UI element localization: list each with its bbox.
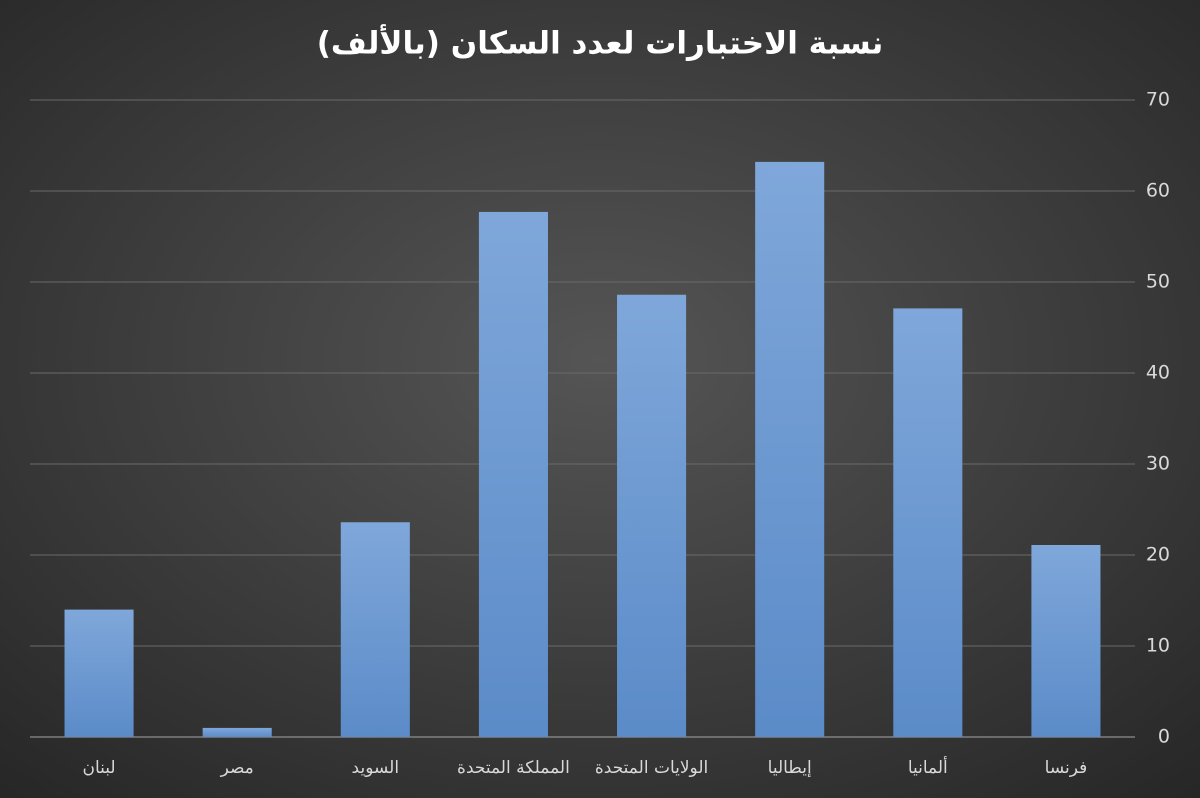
y-tick-label: 30 xyxy=(1146,453,1170,475)
y-tick-label: 60 xyxy=(1146,180,1170,202)
x-tick-label: فرنسا xyxy=(1045,758,1088,778)
x-tick-label: ألمانيا xyxy=(908,756,948,778)
y-tick-label: 10 xyxy=(1146,635,1170,657)
bar xyxy=(617,294,687,737)
bar xyxy=(755,161,825,737)
x-tick-label: السويد xyxy=(352,758,400,778)
x-tick-label: مصر xyxy=(220,758,254,778)
y-tick-label: 40 xyxy=(1146,362,1170,384)
x-tick-label: المملكة المتحدة xyxy=(457,758,570,778)
x-tick-label: الولايات المتحدة xyxy=(595,758,708,778)
bar xyxy=(1031,544,1101,737)
chart-title: نسبة الاختبارات لعدد السكان (بالألف) xyxy=(317,24,884,62)
bar xyxy=(202,727,272,737)
x-tick-label: لبنان xyxy=(83,758,116,778)
y-tick-label: 70 xyxy=(1146,89,1170,111)
y-tick-label: 0 xyxy=(1158,726,1170,748)
bar xyxy=(340,522,410,737)
y-tick-label: 50 xyxy=(1146,271,1170,293)
bar xyxy=(64,609,134,737)
x-tick-label: إيطاليا xyxy=(768,758,812,778)
bar xyxy=(478,211,548,737)
bar xyxy=(893,308,963,737)
y-tick-label: 20 xyxy=(1146,544,1170,566)
